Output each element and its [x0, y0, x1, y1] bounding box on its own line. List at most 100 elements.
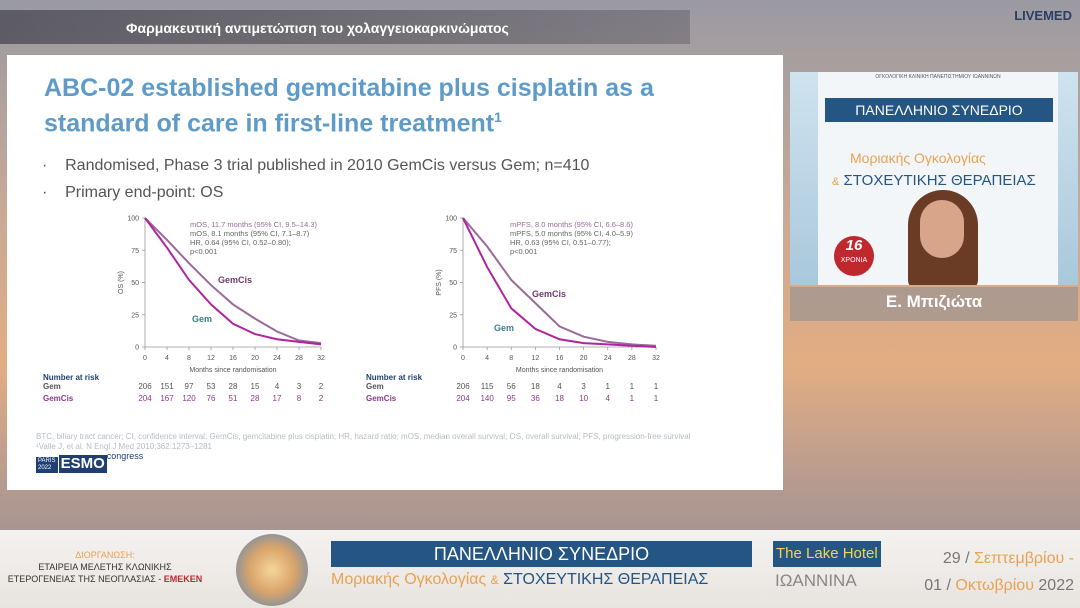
x-axis-label: Months since randomisation [189, 367, 276, 374]
x-tick-label: 28 [295, 355, 303, 362]
org-line2: ΕΤΕΡΟΓΕΝΕΙΑΣ ΤΗΣ ΝΕΟΠΛΑΣΙΑΣ - ΕΜΕΚΕΝ [0, 573, 210, 585]
risk-value: 51 [229, 394, 238, 403]
x-tick-label: 32 [317, 355, 325, 362]
city: ΙΩΑΝΝΙΝΑ [775, 571, 857, 590]
x-axis-label: Months since randomisation [516, 367, 603, 374]
annotation: mPFS, 8.0 months (95% CI, 6.6–8.6) [510, 220, 633, 229]
risk-value: 56 [507, 382, 516, 391]
footer-sub1: Μοριακής Ογκολογίας [331, 571, 487, 588]
y-axis-label: PFS (%) [436, 269, 443, 295]
annotation: HR, 0.63 (95% CI, 0.51–0.77); [510, 238, 611, 247]
y-tick-label: 50 [449, 280, 457, 287]
risk-value: 2 [319, 382, 324, 391]
x-tick-label: 20 [580, 355, 588, 362]
slide [7, 55, 783, 490]
survival-curve [144, 217, 322, 345]
risk-value: 1 [630, 382, 635, 391]
annotation: p<0.001 [510, 247, 537, 256]
date-month: Οκτωβρίου [955, 577, 1034, 594]
conference-logo [236, 534, 308, 606]
risk-value: 28 [229, 382, 238, 391]
risk-title: Number at risk [43, 373, 100, 382]
venue: The Lake Hotel [773, 541, 881, 567]
survival-curve [462, 217, 657, 348]
backdrop-title: ΠΑΝΕΛΛΗΝΙΟ ΣΥΝΕΔΡΙΟ [825, 98, 1053, 122]
y-tick-label: 75 [449, 248, 457, 255]
x-tick-label: 20 [251, 355, 259, 362]
x-tick-label: 4 [165, 355, 169, 362]
risk-row-name: Gem [43, 382, 61, 391]
x-tick-label: 24 [273, 355, 281, 362]
annotation: HR, 0.64 (95% CI, 0.52–0.80); [190, 238, 291, 247]
date-day: 01 [924, 577, 943, 594]
risk-row-name: GemCis [43, 394, 74, 403]
risk-value: 204 [456, 394, 470, 403]
risk-value: 4 [275, 382, 280, 391]
risk-value: 1 [654, 394, 659, 403]
risk-value: 10 [579, 394, 588, 403]
speaker-name: Ε. Μπιζιώτα [885, 292, 983, 311]
footnote: BTC, biliary tract cancer; CI, confidenc… [36, 432, 691, 441]
logo-city-text: PARIS [38, 458, 56, 464]
annotation: p<0.001 [190, 247, 217, 256]
x-tick-label: 24 [604, 355, 612, 362]
speaker-video: ΟΓΚΟΛΟΓΙΚΗ ΚΛΙΝΙΚΗ ΠΑΝΕΠΙΣΤΗΜΙΟΥ ΙΩΑΝΝΙΝ… [790, 72, 1078, 285]
bullet: · Randomised, Phase 3 trial published in… [42, 157, 590, 174]
risk-value: 206 [456, 382, 470, 391]
date-month: Σεπτεμβρίου - [973, 550, 1074, 567]
bullet-text: Primary end-point: OS [65, 184, 224, 201]
risk-value: 3 [297, 382, 302, 391]
session-title: Φαρμακευτική αντιμετώπιση του χολαγγειοκ… [126, 20, 509, 36]
risk-value: 4 [606, 394, 611, 403]
y-tick-label: 0 [453, 345, 457, 352]
risk-value: 204 [138, 394, 152, 403]
x-tick-label: 32 [652, 355, 660, 362]
x-tick-label: 4 [485, 355, 489, 362]
risk-value: 76 [207, 394, 216, 403]
footer-title: ΠΑΝΕΛΛΗΝΙΟ ΣΥΝΕΔΡΙΟ [331, 541, 752, 567]
brand: LIVEMED [1014, 8, 1072, 23]
risk-value: 206 [138, 382, 152, 391]
x-tick-label: 0 [143, 355, 147, 362]
slide-title: ABC-02 established gemcitabine plus cisp… [44, 74, 694, 138]
x-tick-label: 0 [461, 355, 465, 362]
risk-value: 17 [273, 394, 282, 403]
org-line1: ΕΤΑΙΡΕΙΑ ΜΕΛΕΤΗΣ ΚΛΩΝΙΚΗΣ [38, 562, 172, 572]
series-label: Gem [494, 323, 514, 333]
risk-title: Number at risk [366, 373, 423, 382]
x-tick-label: 8 [509, 355, 513, 362]
logo-name: ESMO [58, 455, 107, 473]
series-label: GemCis [532, 289, 566, 299]
risk-value: 115 [481, 382, 494, 391]
risk-value: 18 [531, 382, 540, 391]
annotation: mOS, 8.1 months (95% CI, 7.1–8.7) [190, 229, 310, 238]
risk-value: 15 [251, 382, 260, 391]
bullet: · Primary end-point: OS [42, 184, 224, 201]
risk-value: 97 [185, 382, 194, 391]
x-tick-label: 16 [229, 355, 237, 362]
risk-value: 28 [251, 394, 260, 403]
organizer: ΔΙΟΡΓΑΝΩΣΗ: ΕΤΑΙΡΕΙΑ ΜΕΛΕΤΗΣ ΚΛΩΝΙΚΗΣ ΕΤ… [0, 549, 210, 585]
y-axis-label: OS (%) [118, 271, 125, 294]
series-label: Gem [192, 314, 212, 324]
backdrop-line2: & ΣΤΟΧΕΥΤΙΚΗΣ ΘΕΡΑΠΕΙΑΣ [832, 172, 1036, 189]
backdrop-line1: Μοριακής Ογκολογίας [850, 150, 986, 166]
date-year: 2022 [1038, 577, 1074, 594]
risk-value: 120 [182, 394, 196, 403]
backdrop-line2-text: ΣΤΟΧΕΥΤΙΚΗΣ ΘΕΡΑΠΕΙΑΣ [843, 172, 1036, 189]
y-tick-label: 50 [131, 280, 139, 287]
risk-value: 140 [480, 394, 494, 403]
logo-year: 2022 [38, 465, 52, 471]
risk-value: 3 [581, 382, 586, 391]
backdrop-amp: & [832, 176, 840, 188]
risk-value: 1 [630, 394, 635, 403]
badge-num: 16 [845, 237, 863, 254]
footer-sub2: ΣΤΟΧΕΥΤΙΚΗΣ ΘΕΡΑΠΕΙΑΣ [503, 571, 709, 588]
risk-value: 167 [160, 394, 174, 403]
date-sep: / [946, 577, 951, 594]
dates: 29 / Σεπτεμβρίου - 01 / Οκτωβρίου 2022 [924, 545, 1074, 599]
bullets: · Randomised, Phase 3 trial published in… [42, 152, 589, 206]
risk-row-name: Gem [366, 382, 384, 391]
